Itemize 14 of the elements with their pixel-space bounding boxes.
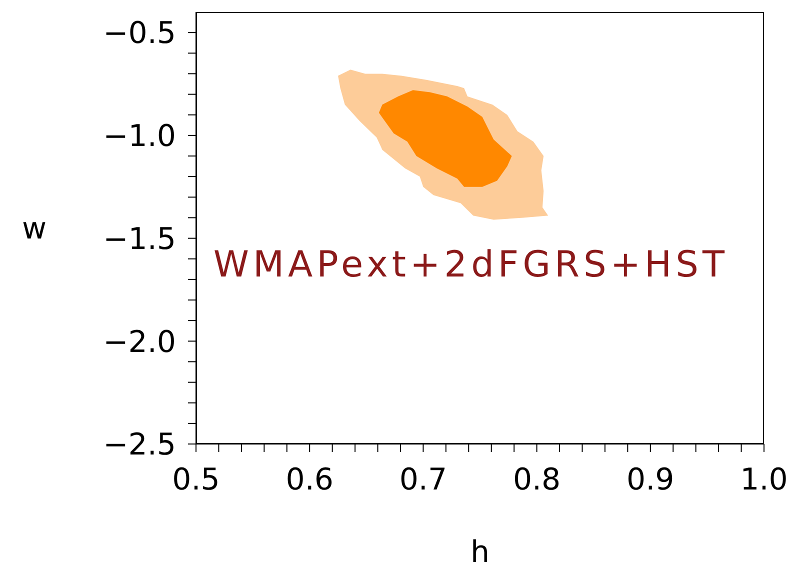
x-tick-label: 0.5 [172,462,220,498]
y-tick-label: −2.5 [103,428,176,463]
x-axis-title: h [470,535,490,570]
y-tick-label: −2.0 [103,324,176,360]
y-tick-label: −1.5 [103,222,176,257]
x-tick-label: 1.0 [740,462,788,498]
y-tick-label: −0.5 [103,16,176,52]
x-tick-label: 0.7 [399,462,448,498]
y-tick-label: −1.0 [103,119,176,154]
x-tick-label: 0.9 [626,462,674,498]
annotation: WMAPext+2dFGRS+HST [213,244,728,286]
x-tick-label: 0.8 [512,462,561,498]
y-axis-title: w [22,212,47,247]
x-tick-label: 0.6 [286,462,334,498]
